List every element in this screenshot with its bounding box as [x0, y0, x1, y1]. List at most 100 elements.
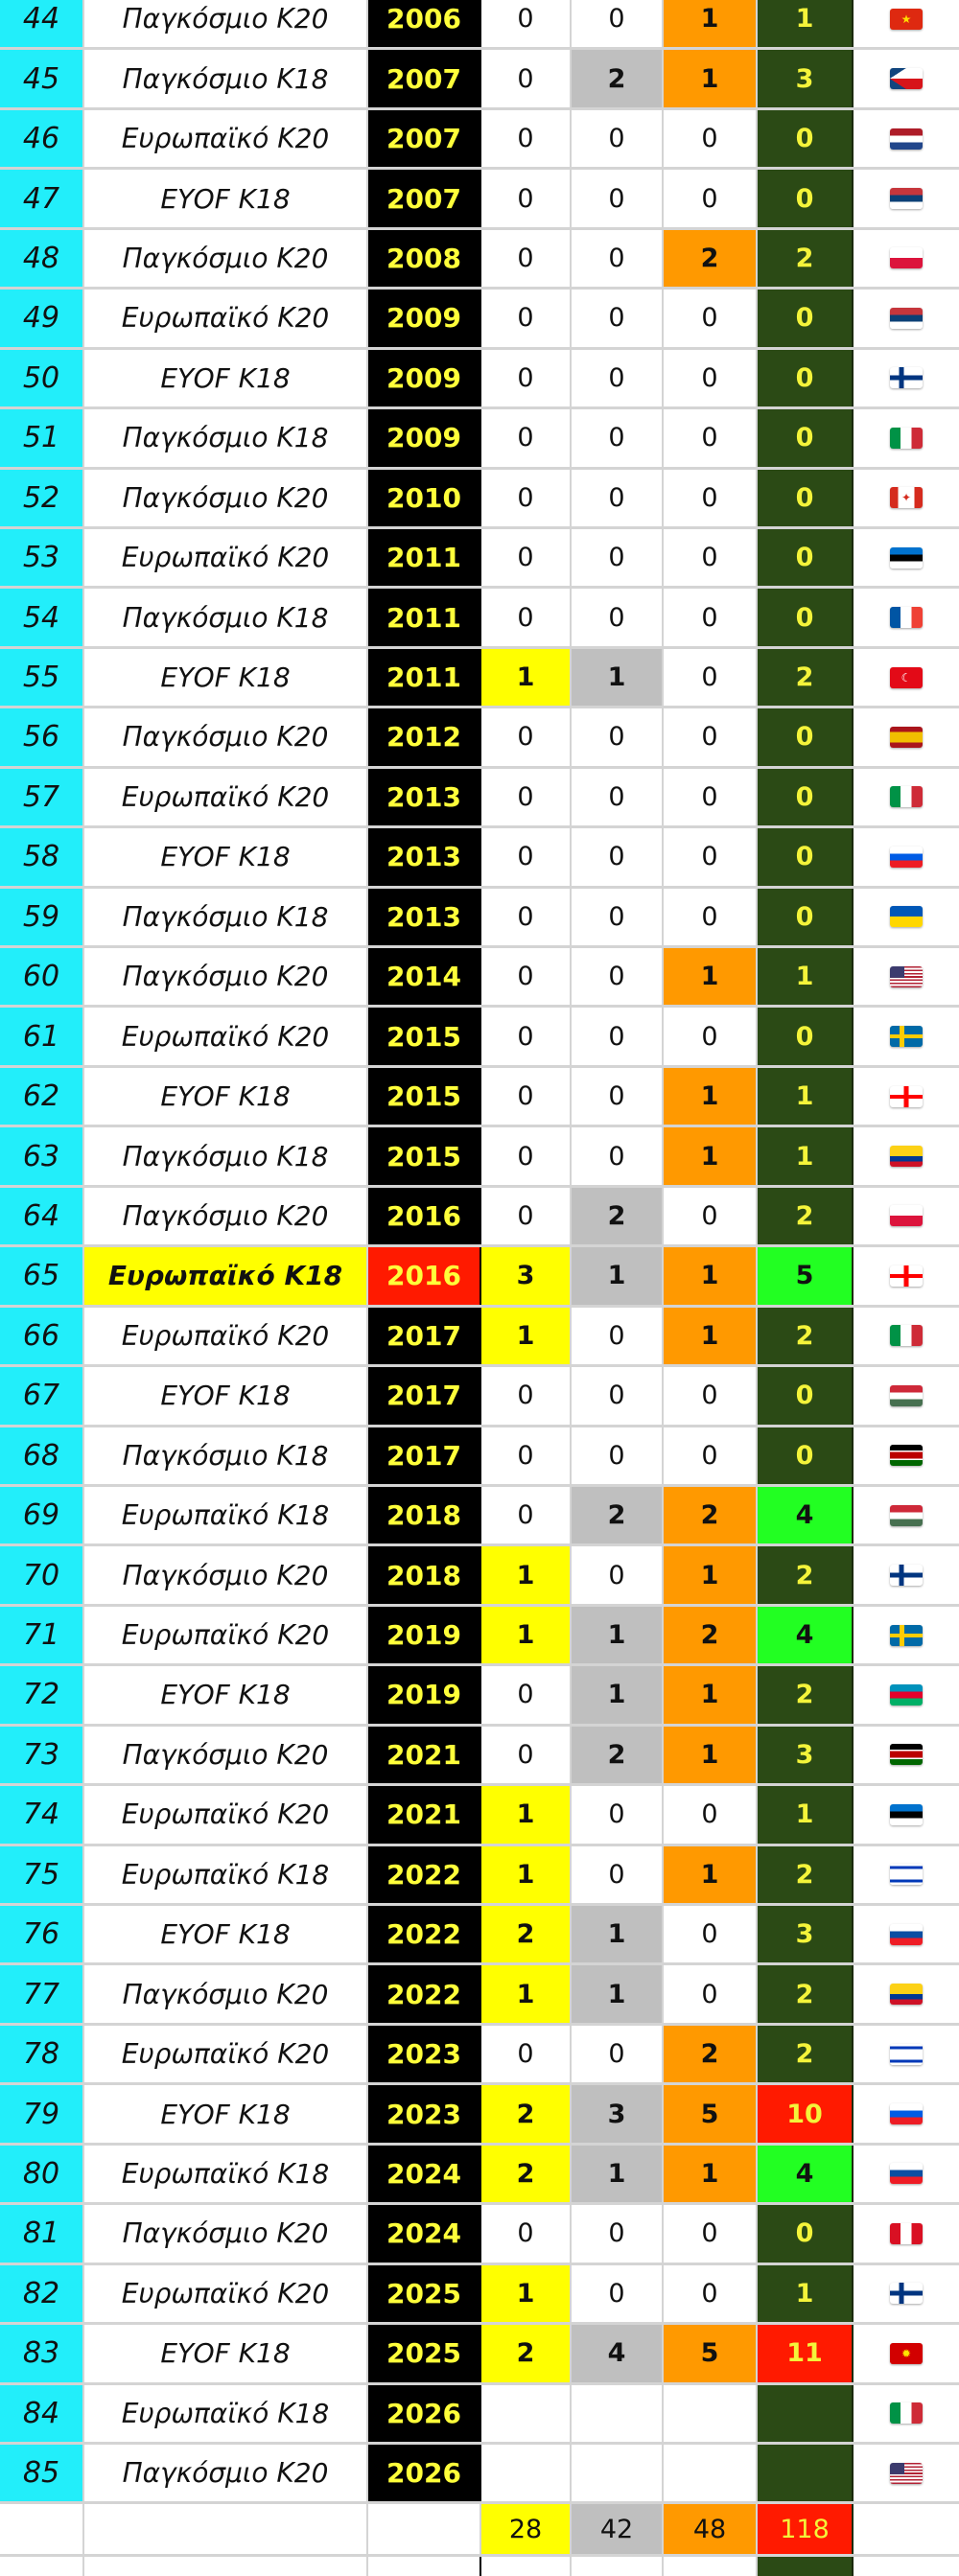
flag-il-icon [890, 2043, 923, 2065]
total-count: 1 [758, 1067, 854, 1126]
row-number: 70 [0, 1546, 84, 1604]
flag-cz-icon [890, 68, 923, 90]
silver-count: 0 [572, 1307, 664, 1365]
event-name: Ευρωπαϊκό Κ18 [84, 1845, 368, 1903]
row-number: 80 [0, 2145, 84, 2203]
total-count: 4 [758, 1606, 854, 1664]
flag-cell: ☾ [854, 648, 959, 707]
silver-count: 0 [572, 0, 664, 48]
flag-cell [854, 1067, 959, 1126]
total-count [758, 2384, 854, 2442]
silver-count: 0 [572, 708, 664, 766]
silver-count: 2 [572, 1486, 664, 1544]
bronze-count: 0 [664, 2205, 758, 2263]
table-row: 55 EYOF K18 2011 1 1 0 2 ☾ [0, 648, 959, 709]
event-year: 2016 [368, 1247, 481, 1305]
total-silver: 42 [572, 2504, 664, 2555]
silver-count: 0 [572, 948, 664, 1006]
gold-count [481, 2444, 572, 2502]
flag-cell [854, 528, 959, 587]
flag-ua-icon [890, 906, 923, 928]
event-year: 2025 [368, 2325, 481, 2382]
event-year: 2013 [368, 888, 481, 945]
event-year: 2018 [368, 1486, 481, 1544]
silver-count: 0 [572, 349, 664, 407]
gold-count: 0 [481, 1726, 572, 1784]
event-name: Ευρωπαϊκό Κ20 [84, 1008, 368, 1065]
table-row: 76 EYOF K18 2022 2 1 0 3 [0, 1906, 959, 1966]
table-row: 69 Ευρωπαϊκό Κ18 2018 0 2 2 4 [0, 1486, 959, 1547]
total-count: 0 [758, 290, 854, 347]
total-count: 1 [758, 0, 854, 48]
table-row: 59 Παγκόσμιο Κ18 2013 0 0 0 0 [0, 888, 959, 948]
row-number: 72 [0, 1666, 84, 1724]
silver-count: 0 [572, 229, 664, 288]
flag-cell [854, 1307, 959, 1365]
event-year: 2015 [368, 1008, 481, 1065]
gold-count: 1 [481, 1965, 572, 2023]
table-row: 45 Παγκόσμιο Κ18 2007 0 2 1 3 [0, 50, 959, 110]
flag-nl-icon [890, 128, 923, 150]
flag-si-icon [890, 846, 923, 868]
flag-pe-icon [890, 2222, 923, 2244]
event-year: 2017 [368, 1427, 481, 1484]
table-row: 67 EYOF K18 2017 0 0 0 0 [0, 1367, 959, 1427]
row-number: 52 [0, 469, 84, 526]
row-number: 54 [0, 589, 84, 646]
silver-count: 2 [572, 1726, 664, 1784]
event-year: 2017 [368, 1367, 481, 1425]
gold-count: 0 [481, 1367, 572, 1425]
flag-cell [854, 290, 959, 347]
gold-count: 1 [481, 1786, 572, 1844]
row-number: 73 [0, 1726, 84, 1784]
total-all: 118 [758, 2504, 854, 2555]
event-name: Παγκόσμιο Κ20 [84, 1187, 368, 1245]
table-row: 81 Παγκόσμιο Κ20 2024 0 0 0 0 [0, 2205, 959, 2265]
table-row: 47 EYOF K18 2007 0 0 0 0 [0, 170, 959, 230]
empty-cell [854, 2504, 959, 2555]
total-count: 0 [758, 409, 854, 467]
flag-co-icon [890, 1984, 923, 2006]
total-count: 2 [758, 1666, 854, 1724]
event-year: 2026 [368, 2384, 481, 2442]
silver-count: 3 [572, 2085, 664, 2143]
flag-ge-icon [890, 1085, 923, 1107]
flag-tr-icon: ☾ [890, 666, 923, 688]
row-number: 60 [0, 948, 84, 1006]
flag-si-icon [890, 2103, 923, 2125]
flag-cell [854, 948, 959, 1006]
row-number: 51 [0, 409, 84, 467]
flag-cell [854, 170, 959, 227]
bronze-count: 5 [664, 2325, 758, 2382]
flag-cell [854, 50, 959, 107]
event-name: Παγκόσμιο Κ18 [84, 409, 368, 467]
gold-count: 0 [481, 1486, 572, 1544]
row-number: 68 [0, 1427, 84, 1484]
flag-cell [854, 2025, 959, 2083]
row-number: 74 [0, 1786, 84, 1844]
event-name: Παγκόσμιο Κ20 [84, 1726, 368, 1784]
gold-count: 0 [481, 1127, 572, 1185]
row-number: 71 [0, 1606, 84, 1664]
silver-count: 0 [572, 1427, 664, 1484]
flag-se-icon [890, 1026, 923, 1048]
bronze-count: 1 [664, 1845, 758, 1903]
bronze-count: 0 [664, 828, 758, 886]
row-number: 64 [0, 1187, 84, 1245]
event-name: Παγκόσμιο Κ18 [84, 589, 368, 646]
flag-cell: ★ [854, 0, 959, 48]
total-count: 2 [758, 1187, 854, 1245]
gold-count: 1 [481, 648, 572, 707]
bronze-count: 0 [664, 528, 758, 587]
gold-count: 0 [481, 828, 572, 886]
event-name: Παγκόσμιο Κ20 [84, 948, 368, 1006]
event-name: EYOF K18 [84, 1067, 368, 1126]
row-number: 58 [0, 828, 84, 886]
flag-fi-icon [890, 2283, 923, 2305]
silver-count: 0 [572, 2264, 664, 2323]
flag-cell [854, 229, 959, 288]
flag-cell [854, 1367, 959, 1425]
silver-count: 0 [572, 528, 664, 587]
event-year: 2026 [368, 2444, 481, 2502]
flag-cell [854, 1008, 959, 1065]
